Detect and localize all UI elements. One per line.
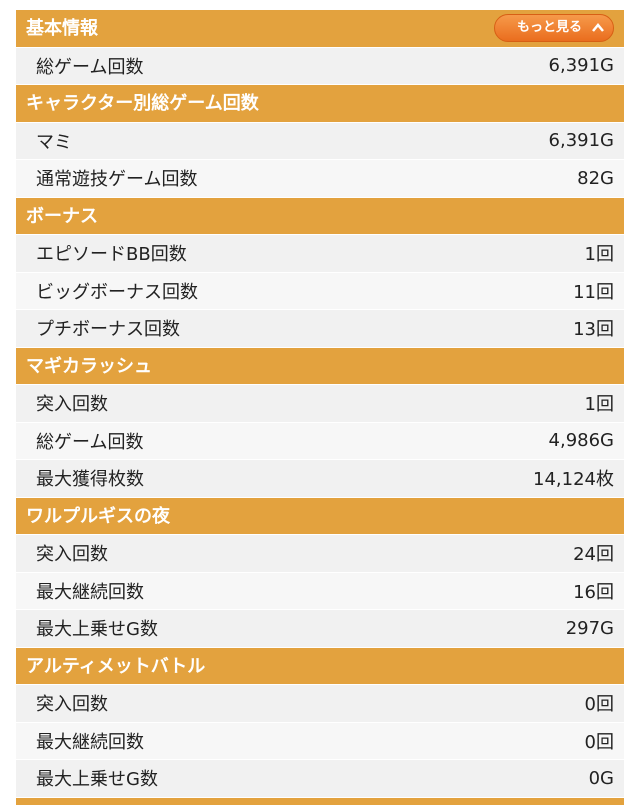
chevron-up-icon xyxy=(592,23,604,32)
section-header: 基本情報 もっと見る xyxy=(16,10,624,48)
section-title: ボーナス xyxy=(26,205,98,227)
stat-label: 総ゲーム回数 xyxy=(36,56,144,78)
section-title: マギカラッシュ xyxy=(26,355,152,377)
stat-row: 突入回数 24回 xyxy=(16,535,624,573)
stat-value: 6,391G xyxy=(548,55,614,77)
stat-value: 0回 xyxy=(584,731,614,753)
stat-row: 最大継続回数 16回 xyxy=(16,572,624,610)
more-button-label: もっと見る xyxy=(517,20,583,35)
stat-row: マミ 6,391G xyxy=(16,122,624,160)
stat-value: 24回 xyxy=(573,544,614,566)
stat-row: プチボーナス回数 13回 xyxy=(16,310,624,348)
stat-row: 総ゲーム回数 4,986G xyxy=(16,422,624,460)
stat-label: 最大上乗せG数 xyxy=(36,769,158,791)
stat-value: 82G xyxy=(577,167,614,189)
stat-label: 突入回数 xyxy=(36,394,108,416)
stat-value: 13回 xyxy=(573,319,614,341)
section-title: 基本情報 xyxy=(26,18,98,39)
stat-label: 突入回数 xyxy=(36,694,108,716)
section-header: ボーナス xyxy=(16,197,624,235)
stat-label: 最大上乗せG数 xyxy=(36,619,158,641)
stat-row: 最大上乗せG数 0G xyxy=(16,760,624,798)
stat-value: 14,124枚 xyxy=(533,469,614,491)
stat-label: エピソードBB回数 xyxy=(36,244,187,266)
stat-value: 1回 xyxy=(584,244,614,266)
stat-value: 6,391G xyxy=(548,130,614,152)
section-header: アルティメットバトル xyxy=(16,647,624,685)
stat-label: 突入回数 xyxy=(36,544,108,566)
stat-label: 最大継続回数 xyxy=(36,581,144,603)
stat-label: 最大継続回数 xyxy=(36,731,144,753)
stat-row: 突入回数 0回 xyxy=(16,685,624,723)
stat-value: 297G xyxy=(565,617,614,639)
stat-row: 突入回数 1回 xyxy=(16,385,624,423)
stat-row: エピソードBB回数 1回 xyxy=(16,235,624,273)
section-title: アルティメットバトル xyxy=(26,655,206,677)
stat-label: 最大獲得枚数 xyxy=(36,469,144,491)
stat-label: マミ xyxy=(36,131,72,153)
stat-value: 1回 xyxy=(584,394,614,416)
more-button[interactable]: もっと見る xyxy=(494,14,614,42)
section-header: キャラクター別総ゲーム回数 xyxy=(16,85,624,123)
stats-panel: 基本情報 もっと見る総ゲーム回数 6,391G キャラクター別総ゲーム回数マミ 6,39… xyxy=(16,0,624,805)
stat-label: 総ゲーム回数 xyxy=(36,431,144,453)
section-header: ワルプルギスの夜 xyxy=(16,497,624,535)
stat-value: 16回 xyxy=(573,581,614,603)
stat-value: 0回 xyxy=(584,694,614,716)
stat-row: 通常遊技ゲーム回数 82G xyxy=(16,160,624,198)
stat-label: 通常遊技ゲーム回数 xyxy=(36,169,198,191)
stat-row: 最大継続回数 0回 xyxy=(16,722,624,760)
stat-value: 4,986G xyxy=(548,430,614,452)
stat-row: ビッグボーナス回数 11回 xyxy=(16,272,624,310)
stat-value: 0G xyxy=(588,767,614,789)
stat-label: ビッグボーナス回数 xyxy=(36,281,198,303)
stat-row: 最大上乗せG数 297G xyxy=(16,610,624,648)
stat-value: 11回 xyxy=(573,281,614,303)
stat-row: 総ゲーム回数 6,391G xyxy=(16,47,624,85)
section-title: ワルプルギスの夜 xyxy=(26,505,170,527)
next-section-header xyxy=(16,797,624,805)
stat-row: 最大獲得枚数 14,124枚 xyxy=(16,460,624,498)
stat-label: プチボーナス回数 xyxy=(36,319,180,341)
section-title: キャラクター別総ゲーム回数 xyxy=(26,93,259,114)
section-header: マギカラッシュ xyxy=(16,347,624,385)
